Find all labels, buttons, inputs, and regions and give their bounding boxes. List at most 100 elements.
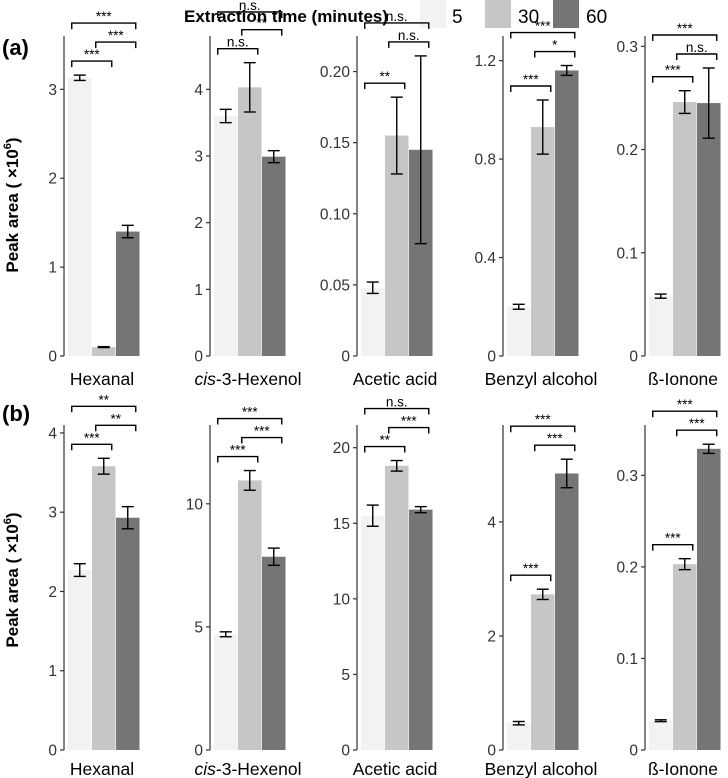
significance-bracket — [652, 410, 718, 418]
y-tick-label: 0 — [194, 349, 203, 366]
significance-label: *** — [535, 412, 552, 427]
x-axis-label-rest: -3-Hexenol — [216, 759, 302, 778]
y-tick-label: 0 — [629, 743, 638, 760]
y-axis-title-sup: 6 — [2, 143, 14, 149]
legend-swatch-5 — [420, 0, 446, 28]
significance-label: *** — [96, 9, 113, 24]
significance-bracket — [71, 405, 137, 413]
chart-hexanal: 0 1 2 3 *** *** *** Hexanal — [48, 9, 140, 389]
significance-label: *** — [677, 397, 694, 412]
significance-bracket — [676, 429, 718, 437]
significance-bracket — [364, 82, 406, 90]
x-axis-label: Acetic acid — [353, 369, 438, 389]
significance-label: *** — [665, 531, 682, 546]
bar-30 — [673, 564, 697, 750]
significance-label: ** — [110, 411, 121, 426]
significance-label: n.s. — [386, 9, 408, 24]
bar-5 — [507, 723, 531, 750]
significance-label: * — [552, 38, 558, 53]
legend-swatch-60 — [553, 0, 579, 28]
y-tick-label: 1 — [48, 260, 57, 277]
legend-label-5: 5 — [452, 7, 463, 28]
significance-bracket — [534, 444, 576, 452]
y-tick-label: 0 — [341, 349, 350, 366]
x-axis-label: Benzyl alcohol — [485, 369, 598, 389]
significance-label: *** — [547, 431, 564, 446]
bar-30 — [531, 594, 555, 750]
significance-bracket — [388, 426, 430, 434]
y-tick-label: 5 — [194, 619, 203, 636]
y-tick-label: 0.1 — [616, 651, 638, 668]
x-axis-label-italic: cis — [195, 759, 217, 778]
y-tick-label: 0 — [487, 349, 496, 366]
y-tick-label: 20 — [333, 440, 351, 457]
significance-label: ** — [256, 16, 267, 31]
significance-bracket — [676, 53, 718, 60]
significance-bracket — [364, 445, 406, 453]
significance-bracket — [510, 31, 576, 39]
significance-bracket — [241, 436, 283, 444]
significance-label: *** — [254, 424, 271, 439]
bar-30 — [385, 135, 409, 356]
x-axis-label-italic: cis — [195, 369, 217, 389]
y-tick-label: 0.2 — [616, 142, 638, 159]
significance-label: n.s. — [386, 395, 408, 410]
y-axis-title-text: Peak area ( ×10 — [3, 524, 22, 647]
significance-bracket — [217, 417, 283, 425]
significance-bracket — [71, 60, 113, 68]
significance-label: n.s. — [686, 40, 708, 55]
significance-bracket — [652, 76, 694, 83]
y-axis-title-close: ) — [3, 512, 22, 518]
y-tick-label: 0.10 — [320, 206, 351, 223]
x-axis-label-rest: -3-Hexenol — [216, 369, 302, 389]
y-tick-label: 5 — [341, 667, 350, 684]
y-tick-label: 2 — [487, 628, 496, 645]
y-tick-label: 10 — [333, 591, 351, 608]
bar-5 — [649, 720, 673, 750]
bar-60 — [409, 149, 433, 356]
significance-label: *** — [84, 47, 101, 62]
y-tick-label: 0 — [48, 349, 57, 366]
y-tick-label: 0.1 — [616, 245, 638, 262]
y-tick-label: 3 — [48, 82, 57, 99]
significance-label: ** — [379, 433, 390, 448]
significance-label: *** — [523, 72, 540, 87]
y-tick-label: 2 — [48, 584, 57, 601]
y-tick-label: 10 — [186, 496, 204, 513]
y-axis-title-close: ) — [3, 137, 22, 143]
bar-5 — [361, 515, 385, 750]
significance-label: *** — [84, 430, 101, 445]
bar-5 — [68, 570, 92, 750]
bar-5 — [68, 77, 92, 357]
bar-60 — [116, 231, 140, 356]
bar-30 — [385, 465, 409, 750]
y-tick-label: 2 — [48, 171, 57, 188]
legend-label-60: 60 — [586, 7, 607, 28]
bar-60 — [697, 448, 721, 750]
bar-60 — [555, 473, 579, 750]
significance-bracket — [652, 34, 718, 41]
significance-label: *** — [242, 405, 259, 420]
x-axis-label: Benzyl alcohol — [485, 759, 598, 778]
bar-5 — [649, 296, 673, 356]
y-tick-label: 0.20 — [320, 64, 351, 81]
x-axis-label: Hexanal — [70, 759, 134, 778]
bar-30 — [673, 102, 697, 356]
y-tick-label: 0.3 — [616, 39, 638, 56]
significance-label: n.s. — [398, 28, 420, 43]
y-tick-label: 4 — [194, 82, 203, 99]
x-axis-label: cis-3-Hexenol — [195, 759, 302, 778]
significance-bracket — [364, 407, 430, 415]
significance-bracket — [510, 574, 552, 582]
x-axis-label: cis-3-Hexenol — [195, 369, 302, 389]
bar-60 — [555, 70, 579, 356]
significance-label: *** — [108, 28, 125, 43]
significance-bracket — [71, 443, 113, 451]
significance-bracket — [217, 47, 259, 55]
legend-title: Extraction time (minutes) — [184, 7, 388, 26]
y-tick-label: 4 — [487, 514, 496, 531]
significance-bracket — [364, 22, 430, 29]
significance-label: n.s. — [227, 35, 249, 50]
